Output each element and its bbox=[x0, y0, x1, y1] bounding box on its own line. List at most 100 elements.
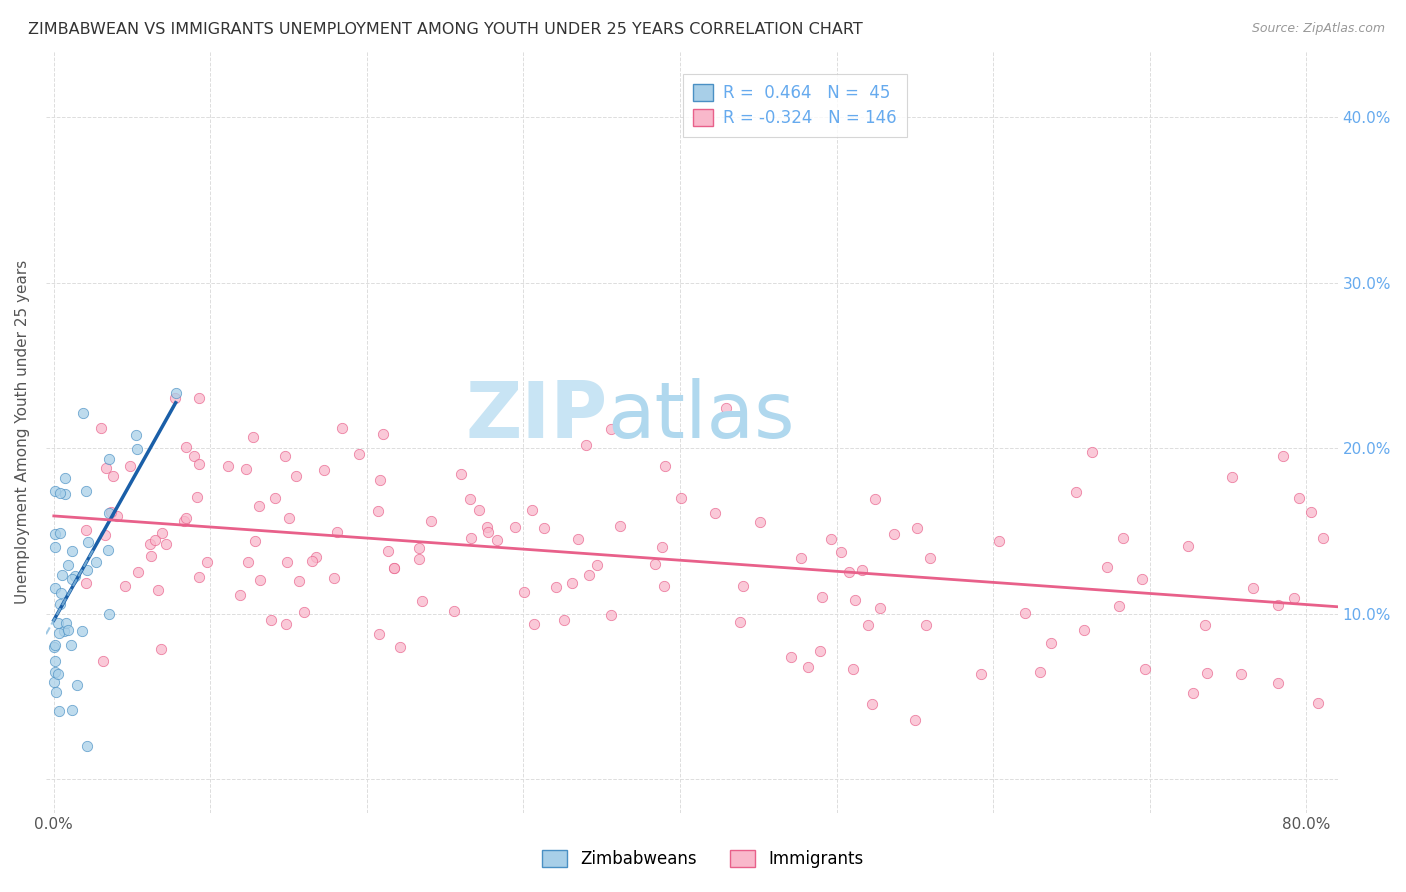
Point bbox=[276, 616, 298, 631]
Point bbox=[477, 524, 499, 539]
Point bbox=[183, 450, 205, 464]
Point bbox=[264, 491, 287, 505]
Point bbox=[42, 675, 65, 690]
Point bbox=[49, 597, 72, 611]
Point bbox=[53, 487, 76, 501]
Point bbox=[243, 533, 266, 548]
Point bbox=[326, 525, 349, 540]
Point bbox=[127, 565, 149, 579]
Point bbox=[513, 585, 536, 599]
Point bbox=[389, 640, 412, 655]
Point bbox=[276, 555, 298, 569]
Point bbox=[1081, 444, 1104, 458]
Point bbox=[475, 520, 498, 534]
Point bbox=[1040, 636, 1063, 650]
Point bbox=[920, 551, 942, 566]
Point bbox=[259, 613, 281, 627]
Point bbox=[1229, 666, 1251, 681]
Point bbox=[599, 607, 621, 622]
Point bbox=[94, 461, 117, 475]
Point bbox=[460, 531, 482, 545]
Point bbox=[174, 510, 197, 524]
Point bbox=[76, 535, 98, 549]
Point bbox=[377, 544, 399, 558]
Point bbox=[844, 593, 866, 607]
Point bbox=[458, 492, 481, 507]
Point bbox=[503, 520, 526, 534]
Point bbox=[1181, 686, 1204, 700]
Point bbox=[1312, 531, 1334, 545]
Point bbox=[367, 504, 389, 518]
Point bbox=[242, 430, 264, 444]
Point bbox=[278, 511, 301, 525]
Point bbox=[860, 698, 883, 712]
Point bbox=[173, 514, 195, 528]
Point bbox=[1299, 505, 1322, 519]
Point bbox=[905, 521, 928, 535]
Point bbox=[217, 458, 239, 473]
Point bbox=[114, 579, 136, 593]
Point bbox=[914, 618, 936, 632]
Point bbox=[312, 462, 335, 476]
Point bbox=[1073, 623, 1095, 637]
Point bbox=[553, 613, 575, 627]
Point bbox=[1241, 581, 1264, 595]
Point bbox=[188, 392, 211, 406]
Point bbox=[124, 428, 146, 442]
Point bbox=[76, 739, 98, 753]
Point bbox=[249, 573, 271, 587]
Point bbox=[368, 473, 391, 487]
Point bbox=[53, 624, 76, 639]
Point bbox=[904, 714, 927, 728]
Point bbox=[1130, 572, 1153, 586]
Text: atlas: atlas bbox=[607, 378, 796, 454]
Point bbox=[165, 392, 187, 406]
Point bbox=[586, 558, 609, 573]
Point bbox=[60, 639, 83, 653]
Point bbox=[1194, 617, 1216, 632]
Point bbox=[443, 604, 465, 618]
Point bbox=[419, 514, 441, 528]
Point bbox=[51, 568, 73, 582]
Point bbox=[1267, 675, 1289, 690]
Point bbox=[523, 617, 546, 632]
Point bbox=[609, 519, 631, 533]
Point bbox=[236, 555, 259, 569]
Point bbox=[292, 605, 315, 619]
Point bbox=[45, 684, 67, 698]
Point bbox=[44, 654, 66, 668]
Point bbox=[93, 528, 115, 542]
Point bbox=[1306, 696, 1329, 710]
Point bbox=[796, 660, 818, 674]
Point bbox=[1288, 491, 1310, 505]
Point bbox=[368, 626, 391, 640]
Point bbox=[468, 503, 491, 517]
Point bbox=[546, 580, 568, 594]
Point bbox=[567, 532, 589, 546]
Point bbox=[1271, 449, 1294, 463]
Point bbox=[842, 662, 865, 676]
Point bbox=[1064, 484, 1087, 499]
Point bbox=[44, 638, 66, 652]
Point bbox=[789, 550, 811, 565]
Point bbox=[1197, 665, 1219, 680]
Point bbox=[411, 594, 433, 608]
Point bbox=[75, 576, 97, 591]
Point bbox=[1220, 470, 1243, 484]
Point bbox=[72, 406, 94, 420]
Point bbox=[1135, 662, 1157, 676]
Point bbox=[247, 499, 270, 513]
Point bbox=[330, 421, 353, 435]
Point bbox=[76, 562, 98, 576]
Legend: Zimbabweans, Immigrants: Zimbabweans, Immigrants bbox=[536, 843, 870, 875]
Point bbox=[669, 491, 692, 505]
Point bbox=[44, 540, 66, 554]
Point bbox=[851, 563, 873, 577]
Text: ZIMBABWEAN VS IMMIGRANTS UNEMPLOYMENT AMONG YOUTH UNDER 25 YEARS CORRELATION CHA: ZIMBABWEAN VS IMMIGRANTS UNEMPLOYMENT AM… bbox=[28, 22, 863, 37]
Point bbox=[408, 552, 430, 566]
Point bbox=[44, 581, 66, 595]
Point bbox=[651, 540, 673, 554]
Point bbox=[749, 515, 772, 529]
Point bbox=[97, 543, 120, 558]
Point bbox=[288, 574, 311, 588]
